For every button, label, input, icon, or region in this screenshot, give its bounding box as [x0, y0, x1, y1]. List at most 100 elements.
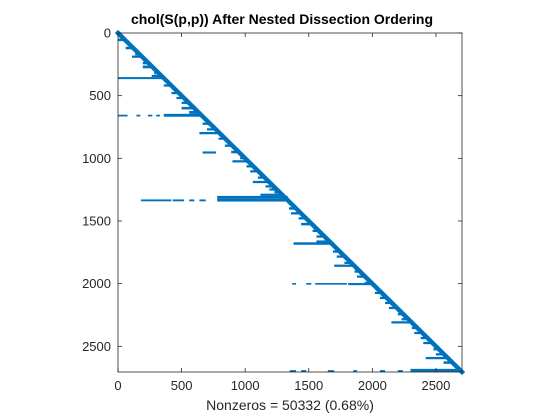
sparsity-marks	[114, 29, 466, 376]
x-axis-ticks: 0 500 1000 1500 2000 2500	[114, 33, 450, 393]
nonzero-block	[232, 160, 249, 163]
nonzero-block	[131, 55, 143, 58]
nonzero-block	[257, 176, 266, 179]
nonzero-block	[252, 180, 270, 184]
nonzero-block	[336, 255, 346, 258]
nonzero-block	[147, 114, 153, 117]
x-tick-label: 0	[114, 378, 121, 393]
nonzero-block	[118, 38, 126, 42]
nonzero-block	[348, 283, 375, 286]
nonzero-block	[298, 217, 307, 220]
nonzero-block	[315, 283, 347, 285]
nonzero-block	[189, 199, 195, 202]
nonzero-block	[240, 157, 247, 160]
nonzero-block	[443, 361, 454, 364]
nonzero-block	[353, 370, 358, 372]
nonzero-block	[156, 114, 160, 117]
nonzero-block	[274, 190, 282, 194]
nonzero-block	[199, 199, 206, 202]
nonzero-block	[334, 264, 355, 267]
nonzero-block	[154, 71, 160, 75]
nonzero-block	[118, 114, 128, 117]
nonzero-block	[357, 275, 366, 278]
nonzero-block	[388, 306, 398, 310]
nonzero-block	[218, 137, 225, 140]
nonzero-block	[374, 291, 383, 295]
x-tick-label: 2000	[358, 378, 387, 393]
nonzero-block	[397, 313, 405, 316]
y-tick-label: 1000	[82, 151, 111, 166]
nonzero-block	[411, 326, 419, 330]
nonzero-block	[181, 101, 189, 104]
nonzero-block	[207, 128, 216, 131]
x-tick-label: 1500	[294, 378, 323, 393]
nonzero-block	[171, 91, 179, 95]
y-axis-ticks: 0 500 1000 1500 2000 2500	[82, 26, 462, 354]
nonzero-block	[136, 114, 141, 117]
chart-title: chol(S(p,p)) After Nested Dissection Ord…	[131, 11, 433, 27]
y-tick-label: 500	[89, 88, 111, 103]
nonzero-block	[135, 53, 141, 56]
nonzero-block	[172, 199, 185, 202]
nonzero-block	[401, 318, 410, 321]
nonzero-block	[202, 122, 211, 125]
nonzero-block	[181, 106, 196, 110]
nonzero-block	[379, 370, 386, 372]
nonzero-block	[316, 240, 332, 243]
nonzero-block	[425, 356, 449, 360]
nonzero-block	[316, 235, 326, 238]
nonzero-block	[435, 353, 445, 356]
nonzero-block	[189, 110, 200, 114]
nonzero-block	[327, 370, 335, 372]
nonzero-block	[414, 331, 424, 335]
nonzero-block	[125, 46, 136, 50]
nonzero-block	[217, 198, 290, 202]
nonzero-block	[301, 222, 313, 226]
nonzero-block	[199, 132, 219, 135]
nonzero-block	[142, 65, 155, 69]
x-tick-label: 2500	[421, 378, 450, 393]
nonzero-block	[176, 96, 185, 100]
nonzero-block	[306, 283, 312, 285]
nonzero-block	[289, 370, 297, 372]
nonzero-block	[312, 229, 320, 233]
nonzero-block	[290, 212, 302, 215]
y-tick-label: 0	[104, 26, 111, 41]
diagonal-band	[114, 29, 466, 376]
nonzero-block	[140, 199, 172, 202]
nonzero-block	[118, 77, 164, 80]
x-tick-label: 500	[171, 378, 193, 393]
x-tick-label: 1000	[231, 378, 260, 393]
nonzero-block	[420, 336, 429, 340]
nonzero-block	[289, 207, 297, 210]
nonzero-block	[293, 242, 335, 245]
nonzero-block	[224, 144, 233, 147]
nonzero-block	[292, 283, 297, 285]
nonzero-block	[423, 341, 434, 345]
x-axis-label: Nonzeros = 50332 (0.68%)	[206, 397, 374, 413]
nonzero-block	[354, 270, 361, 273]
nonzero-block	[379, 296, 388, 300]
nonzero-block	[142, 61, 151, 65]
nonzero-block	[217, 195, 288, 199]
nonzero-block	[163, 113, 203, 117]
nonzero-block	[260, 193, 284, 196]
nonzero-block	[269, 188, 277, 191]
nonzero-block	[231, 150, 241, 154]
nonzero-block	[332, 250, 341, 253]
nonzero-block	[433, 348, 440, 351]
y-tick-label: 1500	[82, 213, 111, 228]
y-tick-label: 2000	[82, 276, 111, 291]
nonzero-block	[163, 84, 172, 87]
nonzero-block	[364, 281, 373, 285]
nonzero-block	[344, 261, 352, 264]
axes-box	[117, 32, 463, 373]
nonzero-block	[385, 301, 393, 305]
nonzero-block	[246, 165, 256, 168]
nonzero-block	[265, 185, 274, 188]
nonzero-block	[250, 170, 260, 173]
nonzero-block	[301, 370, 307, 372]
nonzero-block	[397, 370, 403, 372]
nonzero-block	[391, 321, 414, 324]
